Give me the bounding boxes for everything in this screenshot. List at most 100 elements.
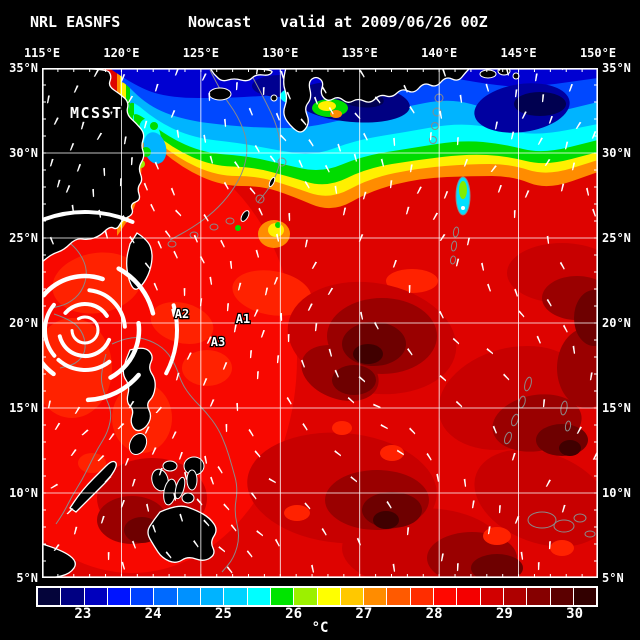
- arrow-glyph: [416, 186, 422, 194]
- arrow-glyph: [218, 546, 226, 553]
- arrow-glyph: [359, 69, 365, 78]
- arrow-glyph: [429, 132, 432, 141]
- colorbar-cell: [573, 588, 597, 605]
- arrow-glyph: [249, 187, 256, 195]
- arrow-glyph: [337, 143, 341, 152]
- arrow-glyph: [121, 561, 125, 570]
- arrow-glyph: [480, 262, 485, 272]
- arrow-glyph: [183, 471, 188, 481]
- land-palawan: [69, 460, 117, 513]
- arrow-glyph: [154, 161, 159, 170]
- arrow-glyph: [327, 287, 334, 295]
- arrow-glyph: [456, 563, 459, 572]
- lat-label-right-35N: 35°N: [602, 61, 631, 75]
- sst-mottle: [373, 511, 399, 529]
- arrow-glyph: [171, 308, 175, 318]
- arrow-glyph: [374, 96, 381, 104]
- arrow-glyph: [73, 526, 78, 535]
- arrow-glyph: [511, 452, 516, 461]
- arrow-glyph: [439, 110, 443, 120]
- arrow-glyph: [432, 212, 439, 220]
- arrow-glyph: [175, 372, 180, 381]
- arrow-glyph: [380, 158, 385, 168]
- arrow-glyph: [321, 85, 327, 94]
- lon-label-130E: 130°E: [262, 46, 299, 60]
- arrow-glyph: [591, 131, 597, 139]
- lat-label-left-35N: 35°N: [9, 61, 38, 75]
- colorbar-cell: [84, 588, 108, 605]
- sst-mottle: [574, 290, 598, 346]
- arrow-glyph: [456, 137, 459, 146]
- colorbar: [36, 586, 598, 607]
- arrow-glyph: [183, 287, 186, 297]
- arrow-glyph: [443, 191, 449, 199]
- arrow-glyph: [49, 236, 54, 245]
- arrow-glyph: [223, 503, 230, 511]
- island-contour: [167, 240, 177, 248]
- arrow-glyph: [97, 454, 105, 462]
- arrow-glyph: [324, 164, 330, 173]
- arrow-glyph: [71, 204, 75, 214]
- colorbar-cell: [457, 588, 481, 605]
- arrow-glyph: [308, 138, 314, 147]
- map-canvas[interactable]: MCSST A1 A2 A3: [42, 68, 598, 578]
- arrow-glyph: [47, 400, 51, 409]
- island: [162, 460, 178, 472]
- island-contour: [449, 255, 457, 265]
- arrow-glyph: [548, 115, 553, 124]
- lon-label-135E: 135°E: [341, 46, 378, 60]
- arrow-glyph: [347, 396, 355, 404]
- arrow-glyph: [514, 288, 518, 297]
- colorbar-tick-30: 30: [566, 606, 584, 622]
- arrow-glyph: [286, 91, 291, 100]
- arrow-glyph: [170, 110, 176, 118]
- arrow-glyph: [202, 378, 208, 386]
- arrow-glyph: [280, 134, 287, 142]
- arrow-glyph: [222, 362, 228, 370]
- island: [268, 176, 276, 188]
- colorbar-unit-label: °C: [311, 620, 329, 636]
- arrow-glyph: [206, 336, 212, 344]
- sst-mottle: [182, 350, 232, 386]
- arrow-glyph: [260, 329, 265, 338]
- colorbar-cell: [340, 588, 365, 605]
- arrow-glyph: [537, 562, 540, 571]
- arrow-glyph: [276, 355, 280, 364]
- colorbar-tick-29: 29: [495, 606, 513, 622]
- arrow-glyph: [386, 500, 392, 509]
- sst-mottle: [550, 540, 574, 556]
- colorbar-cell: [364, 588, 388, 605]
- arrow-glyph: [201, 73, 207, 81]
- arrow-glyph: [130, 157, 133, 166]
- lat-label-left-15N: 15°N: [9, 401, 38, 415]
- island-contour: [524, 376, 532, 392]
- depth-contour: [55, 353, 112, 525]
- sst-feature: [150, 122, 158, 130]
- sst-mottle: [232, 270, 312, 316]
- arrow-glyph: [210, 476, 214, 485]
- arrow-glyph: [186, 352, 192, 360]
- arrow-glyph: [463, 159, 469, 167]
- arrow-glyph: [393, 137, 396, 147]
- arrow-glyph: [234, 161, 240, 169]
- arrow-glyph: [123, 136, 127, 145]
- arrow-glyph: [280, 70, 284, 79]
- arrow-glyph: [175, 209, 182, 217]
- arrow-glyph: [494, 121, 498, 130]
- sst-mottle: [386, 269, 438, 293]
- island: [128, 432, 148, 456]
- arrow-glyph: [250, 492, 257, 500]
- arrow-glyph: [406, 527, 410, 536]
- island-contour: [431, 122, 439, 130]
- arrow-glyph: [396, 449, 404, 456]
- lat-label-right-20N: 20°N: [602, 316, 631, 330]
- station-label-A1: A1: [236, 312, 250, 326]
- colorbar-cell: [387, 588, 411, 605]
- colorbar-cell: [201, 588, 225, 605]
- arrow-glyph: [131, 478, 136, 487]
- arrow-glyph: [275, 112, 280, 121]
- colorbar-cell: [480, 588, 504, 605]
- depth-contour: [169, 69, 248, 241]
- arrow-glyph: [426, 452, 432, 461]
- arrow-glyph: [124, 458, 130, 466]
